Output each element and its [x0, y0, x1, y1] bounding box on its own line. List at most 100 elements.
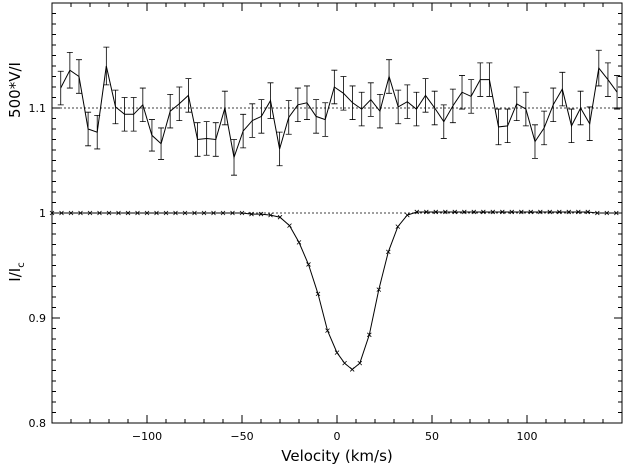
error-bar [358, 91, 365, 127]
error-bar [303, 85, 310, 120]
error-bar [158, 127, 165, 160]
intensity-marker [386, 249, 391, 255]
reference-lines [52, 107, 622, 214]
intensity-marker [249, 211, 254, 217]
error-bar [139, 87, 146, 123]
intensity-marker [443, 209, 448, 215]
intensity-line [52, 211, 617, 371]
intensity-marker [106, 210, 112, 216]
error-bar [550, 87, 557, 123]
intensity-marker [144, 210, 150, 216]
error-bar [103, 46, 110, 86]
intensity-marker [287, 223, 292, 228]
intensity-marker [367, 332, 372, 338]
intensity-marker [357, 360, 363, 366]
intensity-marker [604, 210, 610, 216]
error-bar [486, 62, 493, 97]
intensity-marker [342, 360, 347, 366]
error-bar [586, 106, 593, 141]
error-bar [495, 108, 502, 146]
error-bar [395, 89, 402, 125]
error-bar [522, 91, 529, 127]
intensity-marker [97, 210, 102, 216]
y-axis-label-top: 500*V/I [6, 62, 24, 118]
error-bar [322, 102, 329, 137]
intensity-marker [519, 209, 524, 215]
intensity-marker [296, 240, 302, 245]
intensity-marker [405, 212, 410, 218]
error-bar [386, 59, 393, 94]
intensity-marker [239, 210, 245, 216]
intensity-marker [173, 210, 178, 216]
intensity-marker [258, 211, 264, 217]
error-bar [477, 62, 484, 97]
error-bar [185, 78, 192, 113]
error-bar [240, 113, 247, 149]
tick-labels: −100 −50 0 50 100 0.8 0.9 1 1.1 [29, 102, 538, 443]
error-bar [367, 82, 374, 117]
intensity-marker [277, 214, 283, 220]
error-bar [413, 91, 420, 127]
intensity-marker [87, 210, 93, 216]
error-bar [440, 104, 447, 139]
error-bar [504, 108, 511, 144]
intensity-marker [595, 210, 600, 216]
intensity-marker [509, 209, 515, 215]
error-bar [148, 119, 155, 152]
error-bar [313, 99, 320, 134]
error-bar [194, 122, 201, 157]
intensity-marker [116, 210, 121, 216]
intensity-marker [528, 209, 534, 215]
x-tick-label: −100 [132, 430, 162, 443]
intensity-marker [230, 210, 235, 216]
intensity-marker [433, 209, 439, 215]
error-bar [422, 78, 429, 113]
intensity-marker [462, 209, 467, 215]
error-bar [531, 124, 538, 159]
error-bar [85, 111, 92, 147]
error-bar [285, 100, 292, 135]
intensity-marker [182, 210, 188, 216]
intensity-marker [192, 210, 197, 216]
error-bar [614, 75, 621, 110]
intensity-marker [538, 209, 543, 215]
intensity-marker [471, 209, 477, 215]
error-bar [167, 93, 174, 129]
error-bar [604, 62, 611, 97]
intensity-marker [211, 210, 216, 216]
intensity-marker [414, 209, 420, 215]
intensity-marker [614, 210, 619, 216]
error-bar [258, 99, 265, 134]
intensity-marker [325, 328, 330, 333]
y-axis-label-bottom-subscript: c [16, 262, 27, 268]
intensity-marker [59, 210, 64, 216]
intensity-marker [334, 350, 340, 355]
intensity-series [49, 209, 619, 372]
error-bar [276, 131, 283, 167]
stokes-v-series [57, 46, 621, 176]
intensity-marker [376, 287, 382, 292]
intensity-marker [220, 210, 226, 216]
error-bar [121, 97, 128, 132]
axis-ticks [51, 2, 623, 424]
error-bar [376, 93, 383, 129]
intensity-marker [395, 224, 401, 229]
intensity-marker [500, 209, 505, 215]
intensity-marker [585, 209, 591, 215]
intensity-marker [424, 209, 429, 215]
x-tick-label: 100 [517, 430, 538, 443]
error-bar [249, 103, 256, 138]
error-bar [340, 76, 347, 111]
y-axis-label-bottom-main: I/I [6, 268, 24, 282]
error-bar [294, 87, 301, 123]
intensity-marker [490, 209, 496, 215]
intensity-marker [68, 210, 74, 216]
error-bar [559, 71, 566, 107]
error-bar [66, 51, 73, 89]
y-tick-label: 1.1 [29, 102, 47, 115]
intensity-marker [557, 209, 562, 215]
error-bar [231, 139, 238, 176]
intensity-marker [349, 367, 355, 372]
error-bar [130, 97, 137, 132]
